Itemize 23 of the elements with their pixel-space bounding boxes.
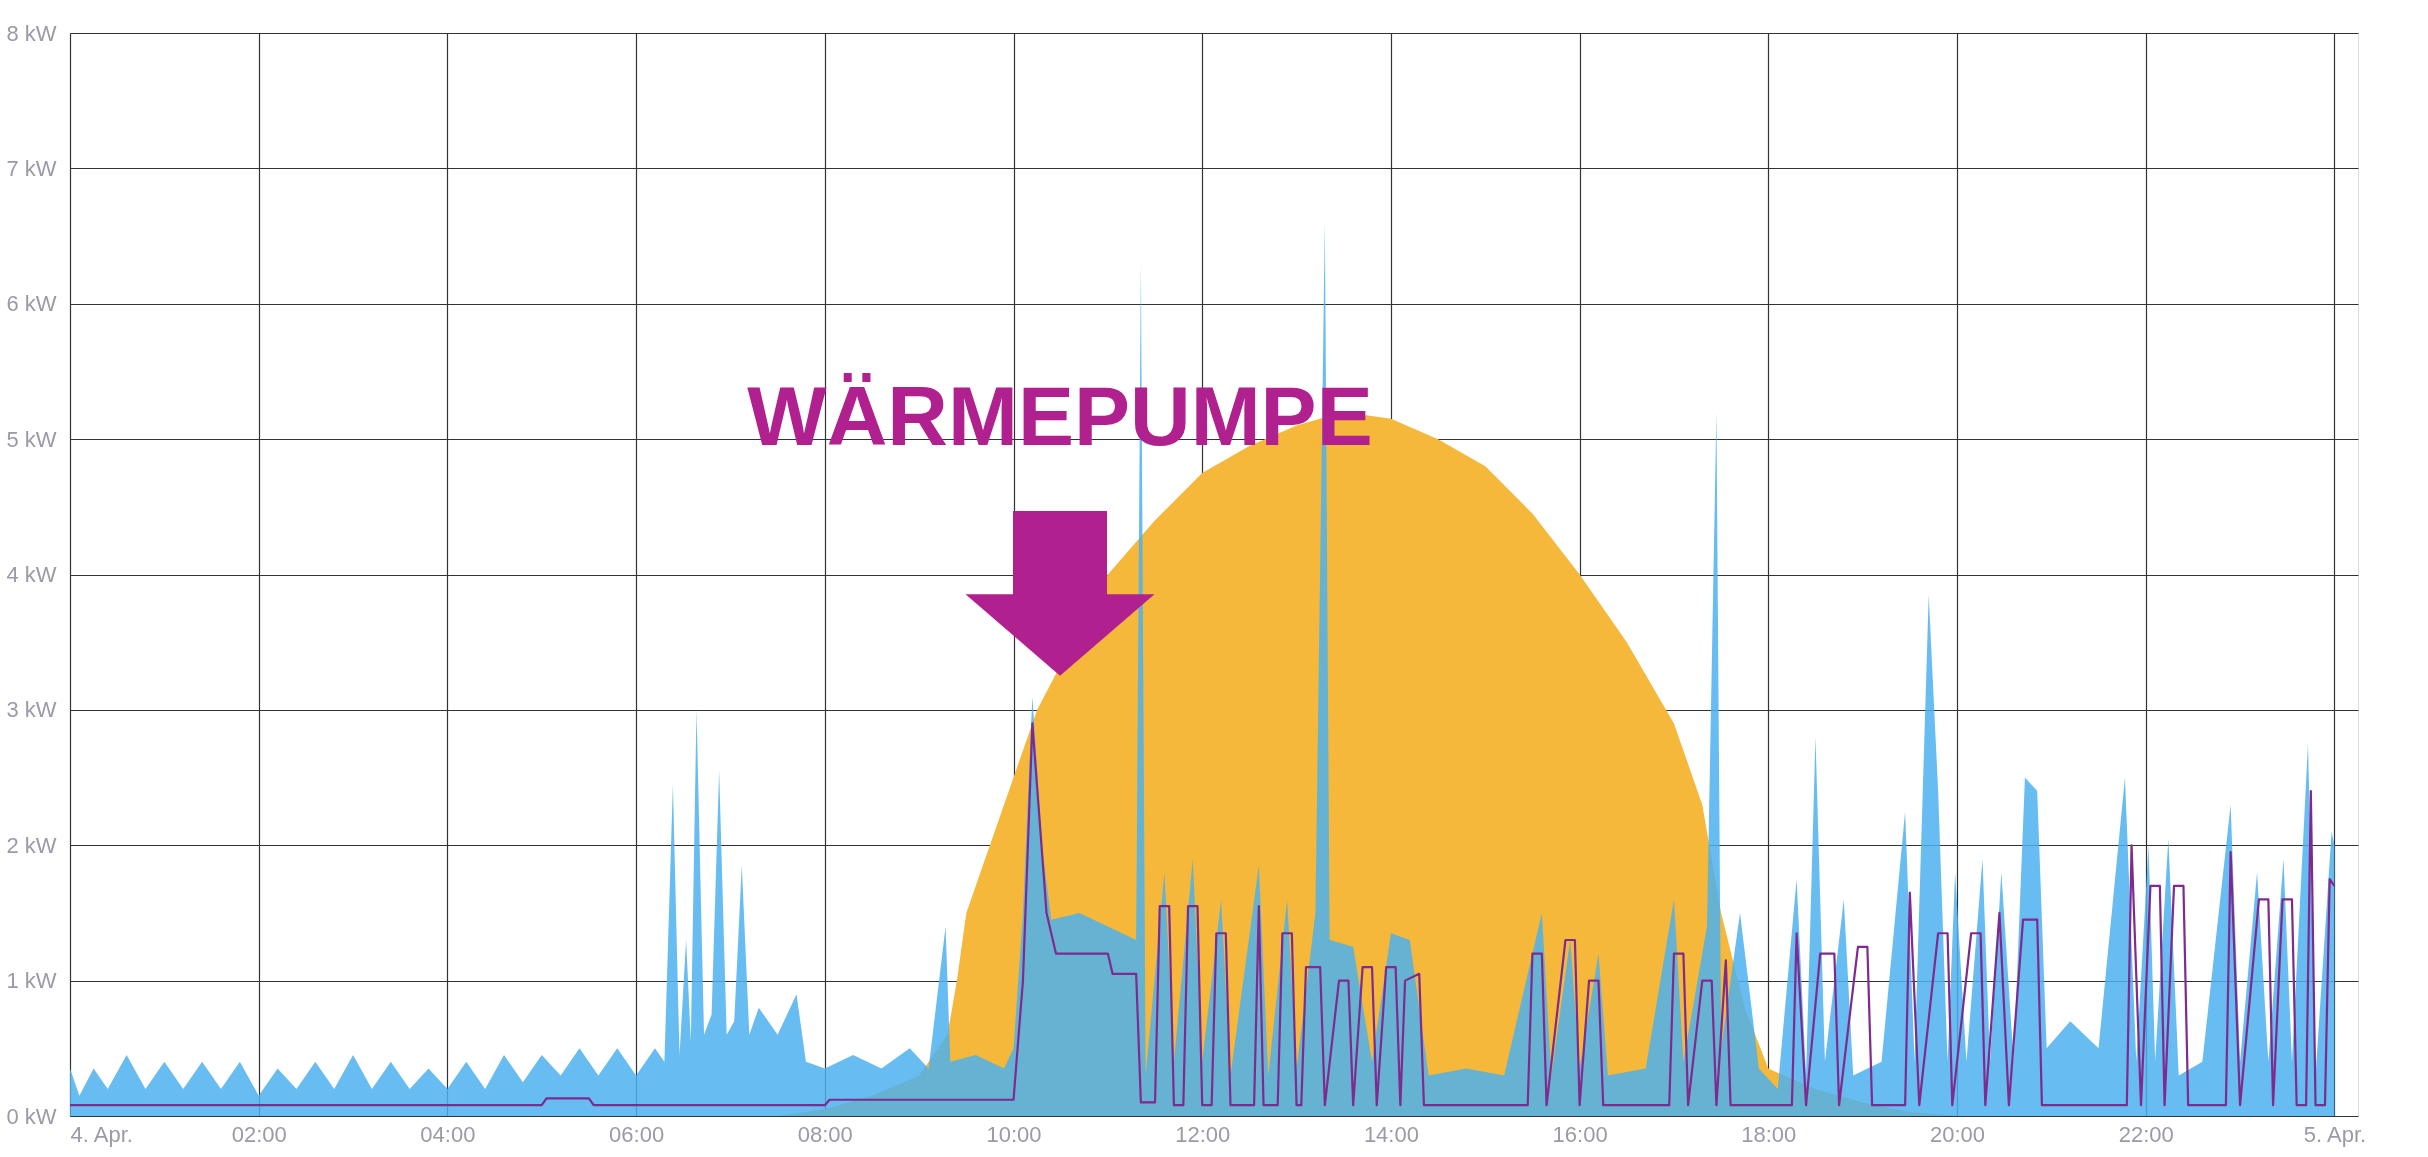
y-tick-label: 2 kW	[6, 832, 57, 858]
x-tick-label: 4. Apr.	[70, 1121, 133, 1147]
y-tick-label: 0 kW	[6, 1103, 57, 1129]
y-tick-label: 7 kW	[6, 155, 57, 181]
x-tick-label: 20:00	[1929, 1121, 1986, 1147]
x-tick-label: 08:00	[797, 1121, 853, 1147]
x-tick-label: 16:00	[1552, 1121, 1608, 1147]
x-tick-label: 10:00	[986, 1121, 1042, 1147]
x-tick-label: 06:00	[609, 1121, 665, 1147]
y-tick-label: 5 kW	[6, 426, 57, 452]
line-series	[68, 722, 2336, 1107]
x-tick-label: 18:00	[1741, 1121, 1797, 1147]
x-tick-label: 04:00	[420, 1121, 476, 1147]
x-tick-label: 02:00	[231, 1121, 287, 1147]
y-tick-label: 6 kW	[6, 291, 57, 317]
x-tick-label: 5. Apr.	[2303, 1121, 2367, 1147]
y-tick-label: 4 kW	[6, 562, 57, 587]
y-tick-label: 3 kW	[6, 697, 57, 723]
x-tick-label: 14:00	[1363, 1121, 1419, 1147]
y-tick-label: 1 kW	[6, 968, 57, 994]
y-tick-label: 8 kW	[6, 20, 57, 46]
x-tick-label: 22:00	[2118, 1121, 2174, 1147]
x-tick-label: 12:00	[1175, 1121, 1231, 1147]
